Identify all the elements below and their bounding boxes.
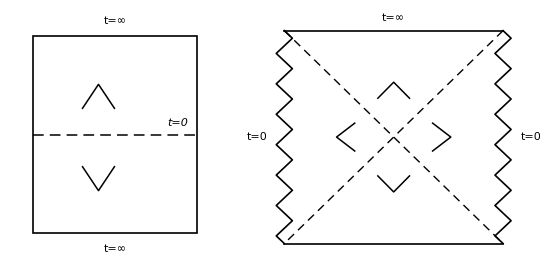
Text: t=∞: t=∞ xyxy=(382,13,405,23)
Text: t=0: t=0 xyxy=(167,118,188,128)
Text: t=∞: t=∞ xyxy=(103,243,127,253)
Text: t=∞: t=∞ xyxy=(103,16,127,26)
Text: t=0: t=0 xyxy=(520,132,541,142)
Text: t=0: t=0 xyxy=(247,132,267,142)
